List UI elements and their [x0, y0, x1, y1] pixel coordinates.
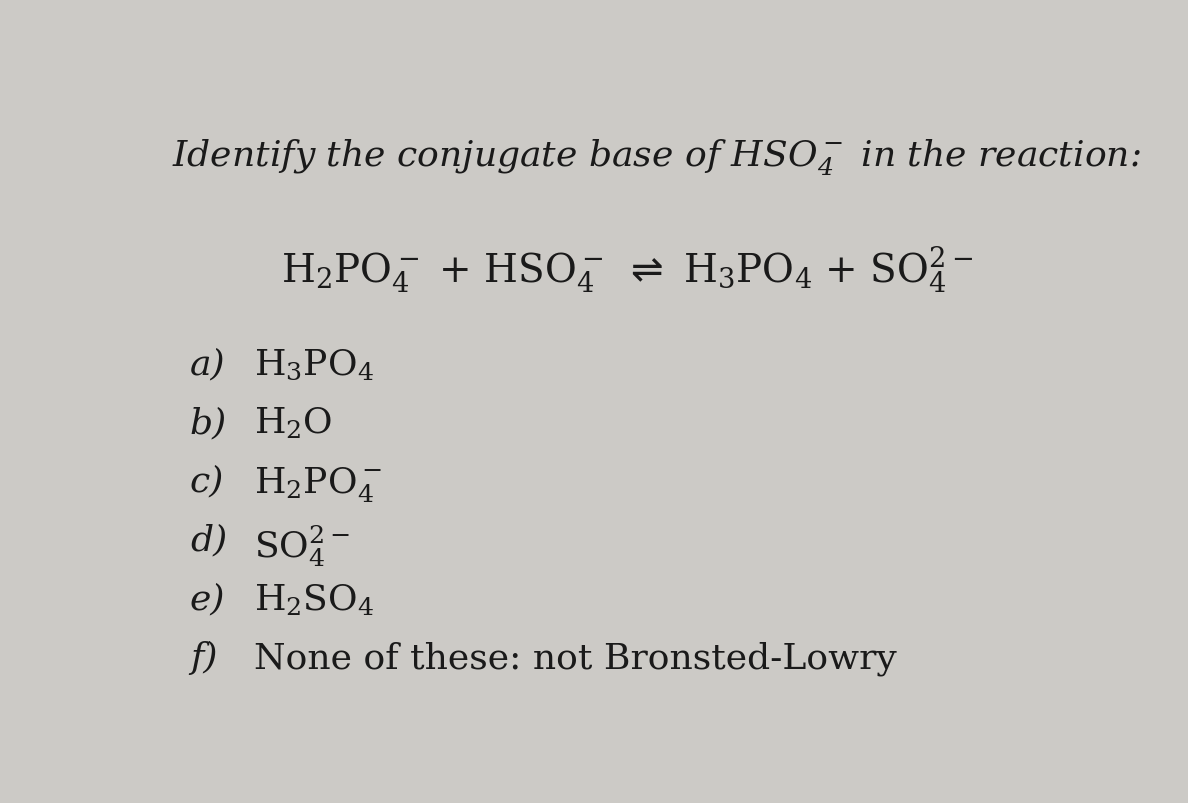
Text: $\mathregular{SO_4^{2-}}$: $\mathregular{SO_4^{2-}}$ — [254, 523, 350, 569]
Text: $\mathregular{H_3PO_4}$: $\mathregular{H_3PO_4}$ — [254, 347, 374, 381]
Text: Identify the conjugate base of $\mathregular{HSO_4^-}$ in the reaction:: Identify the conjugate base of $\mathreg… — [171, 137, 1140, 177]
Text: b): b) — [190, 406, 227, 439]
Text: $\mathregular{H_2PO_4^-}$: $\mathregular{H_2PO_4^-}$ — [254, 464, 383, 503]
Text: d): d) — [190, 523, 227, 557]
Text: $\mathregular{H_2SO_4}$: $\mathregular{H_2SO_4}$ — [254, 581, 374, 617]
Text: $\mathregular{H_2PO_4^-}$ + $\mathregular{HSO_4^-}$ $\rightleftharpoons$ $\mathr: $\mathregular{H_2PO_4^-}$ + $\mathregula… — [282, 245, 973, 295]
Text: e): e) — [190, 581, 226, 616]
Text: None of these: not Bronsted-Lowry: None of these: not Bronsted-Lowry — [254, 641, 897, 675]
Text: a): a) — [190, 347, 226, 381]
Text: c): c) — [190, 464, 225, 498]
Text: f): f) — [190, 641, 217, 675]
Text: $\mathregular{H_2O}$: $\mathregular{H_2O}$ — [254, 406, 333, 441]
